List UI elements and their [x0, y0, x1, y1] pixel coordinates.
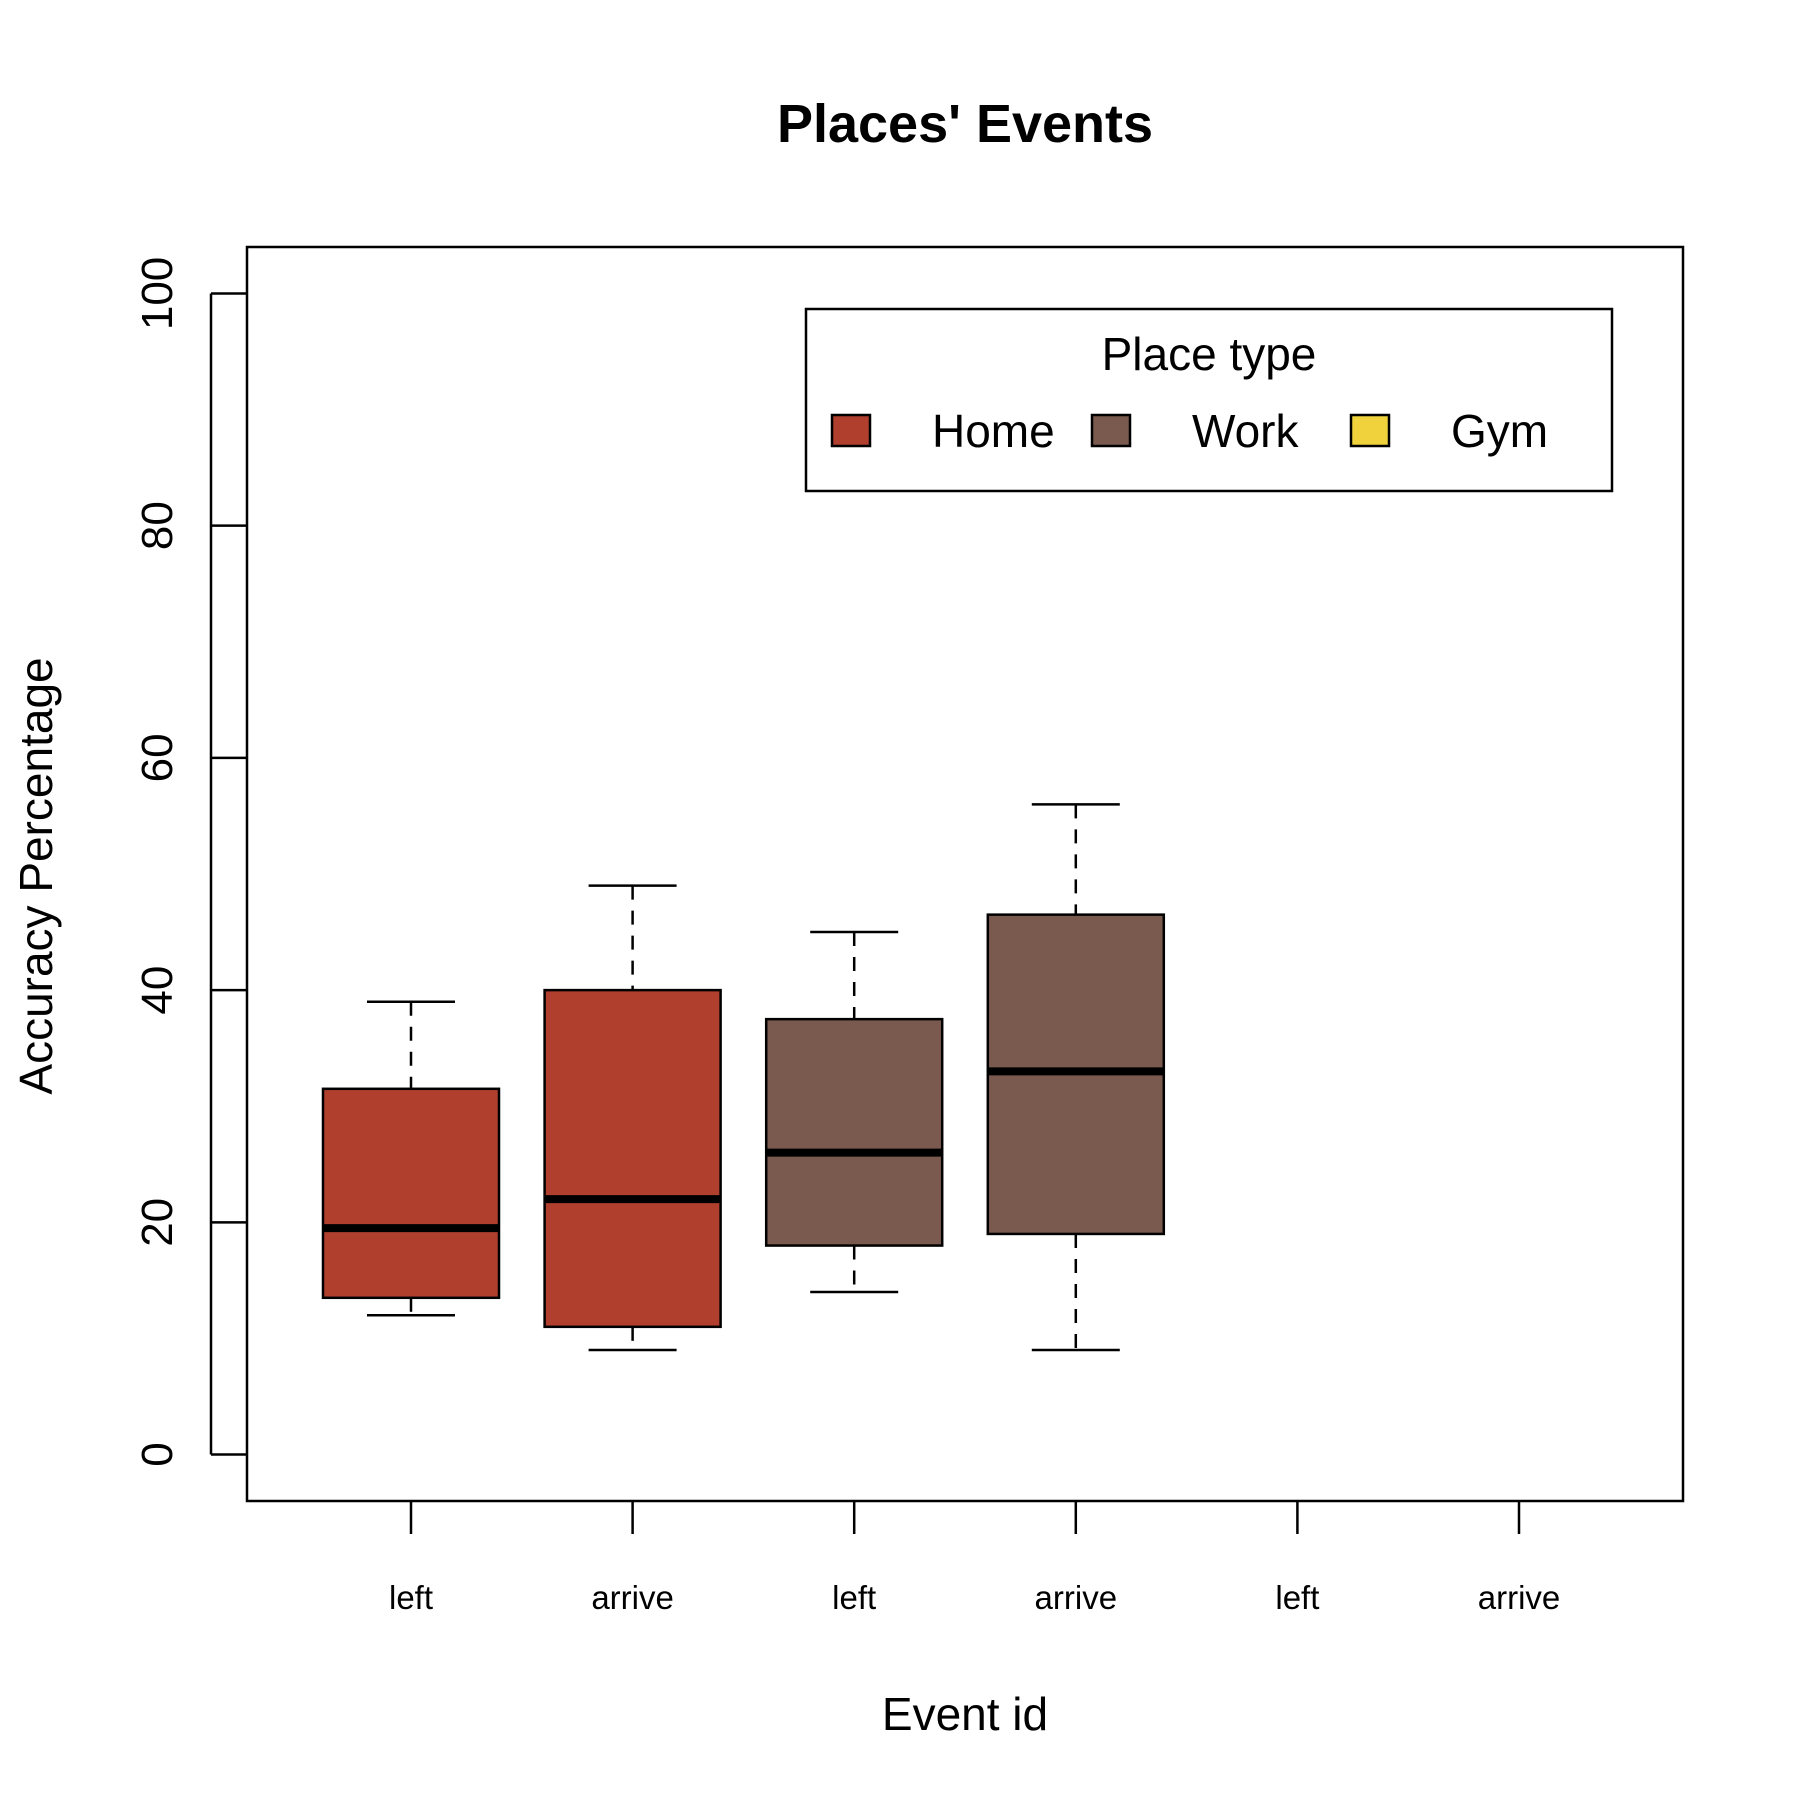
y-axis: 0 20 40 60 80 100 [133, 257, 247, 1467]
legend-box [804, 307, 1614, 493]
iqr-box [764, 1017, 944, 1247]
iqr-box [321, 1087, 501, 1300]
y-tick-label: 60 [133, 733, 182, 782]
box-series-group [321, 803, 1166, 1352]
box-home [321, 1000, 501, 1317]
box-work [764, 930, 944, 1294]
box-home [543, 884, 722, 1352]
legend-swatch-home [830, 413, 872, 448]
plot-area-frame [245, 245, 1685, 1503]
legend: Place type Home Work Gym [804, 307, 1614, 493]
x-axis: left arrive left arrive left arrive [389, 1501, 1560, 1616]
legend-label-home: Home [932, 405, 1055, 457]
box-work [986, 803, 1166, 1352]
y-tick-label: 80 [133, 501, 182, 550]
y-tick-label: 100 [133, 257, 182, 330]
legend-label-work: Work [1192, 405, 1299, 457]
x-tick-label: left [389, 1579, 433, 1616]
x-tick-label: left [832, 1579, 876, 1616]
y-axis-title: Accuracy Percentage [10, 657, 62, 1094]
legend-label-gym: Gym [1451, 405, 1548, 457]
x-axis-title: Event id [882, 1688, 1048, 1740]
y-tick-label: 0 [133, 1442, 182, 1466]
x-tick-label: arrive [591, 1579, 674, 1616]
x-tick-label: left [1275, 1579, 1319, 1616]
legend-swatch-gym [1349, 413, 1391, 448]
legend-title: Place type [1102, 328, 1317, 380]
x-tick-label: arrive [1478, 1579, 1561, 1616]
y-tick-label: 40 [133, 966, 182, 1015]
x-tick-label: arrive [1035, 1579, 1118, 1616]
y-tick-label: 20 [133, 1198, 182, 1247]
legend-swatch-work [1090, 413, 1132, 448]
chart-title: Places' Events [777, 94, 1153, 154]
iqr-box [543, 988, 722, 1329]
